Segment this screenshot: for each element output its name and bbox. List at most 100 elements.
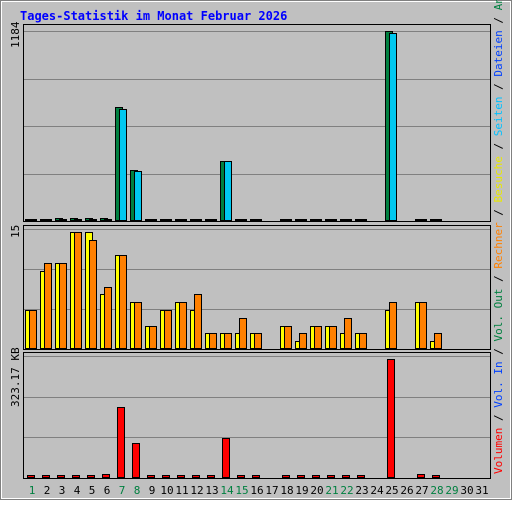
bar-rechner — [344, 318, 352, 349]
x-tick-label: 12 — [190, 484, 203, 497]
legend-separator: / — [492, 209, 505, 216]
x-tick-label: 10 — [160, 484, 173, 497]
bar-dateien — [434, 219, 442, 221]
x-tick-label: 24 — [370, 484, 384, 497]
legend-separator: / — [492, 348, 505, 355]
x-tick-label: 25 — [385, 484, 398, 497]
legend-dateien: Dateien — [492, 30, 505, 76]
bar-rechner — [179, 302, 187, 349]
bar-dateien — [419, 219, 427, 221]
legend-separator: / — [492, 143, 505, 150]
x-tick-label: 16 — [250, 484, 263, 497]
bar-volumen — [87, 475, 95, 478]
bar-volumen — [357, 475, 365, 478]
x-tick-label: 26 — [400, 484, 413, 497]
bar-volumen — [297, 475, 305, 478]
bar-rechner — [89, 240, 97, 349]
bar-volumen — [102, 474, 110, 478]
bar-dateien — [359, 219, 367, 221]
visits-ymax-label: 15 — [9, 225, 22, 238]
bar-rechner — [74, 232, 82, 349]
x-tick-label: 23 — [355, 484, 368, 497]
x-tick-label: 21 — [325, 484, 338, 497]
x-tick-label: 29 — [445, 484, 458, 497]
volume-ymax-label: 323.17 KB — [9, 347, 22, 407]
bar-volumen — [132, 443, 140, 478]
bar-rechner — [59, 263, 67, 349]
x-tick-label: 18 — [280, 484, 293, 497]
legend-volumen: Volumen — [492, 428, 505, 474]
x-tick-label: 27 — [415, 484, 428, 497]
x-tick-label: 2 — [44, 484, 51, 497]
bar-dateien — [344, 219, 352, 221]
x-tick-label: 13 — [205, 484, 218, 497]
x-tick-label: 30 — [460, 484, 473, 497]
bar-rechner — [329, 326, 337, 349]
bar-rechner — [194, 294, 202, 349]
bar-volumen — [117, 407, 125, 478]
x-tick-label: 15 — [235, 484, 248, 497]
legend-anfragen: Anfragen — [492, 0, 505, 10]
x-tick-labels: 1 2 3 4 5 6 7 8 9 10 11 12 13 14 15 16 17 18 19 20 21 22 23 24 2… — [29, 484, 489, 497]
legend-separator: / — [492, 83, 505, 90]
bar-volumen — [312, 475, 320, 478]
bar-rechner — [314, 326, 322, 349]
bar-dateien — [44, 219, 52, 221]
visits-panel-frame — [23, 225, 491, 350]
x-tick-label: 6 — [104, 484, 111, 497]
bar-volumen — [327, 475, 335, 478]
bar-dateien — [239, 219, 247, 221]
bar-rechner — [209, 333, 217, 349]
x-tick-label: 22 — [340, 484, 353, 497]
bar-rechner — [254, 333, 262, 349]
x-tick-label: 28 — [430, 484, 443, 497]
legend-separator: / — [492, 17, 505, 24]
bar-dateien — [209, 219, 217, 221]
bar-volumen — [432, 475, 440, 478]
bar-volumen — [342, 475, 350, 478]
bar-rechner — [119, 255, 127, 349]
bar-dateien — [314, 219, 322, 221]
bar-volumen — [252, 475, 260, 478]
bar-dateien — [284, 219, 292, 221]
x-tick-label: 14 — [220, 484, 234, 497]
x-tick-label: 31 — [475, 484, 488, 497]
bar-dateien — [299, 219, 307, 221]
bar-rechner — [284, 326, 292, 349]
bar-volumen — [207, 475, 215, 478]
bar-volumen — [237, 475, 245, 478]
bar-rechner — [389, 302, 397, 349]
bar-rechner — [104, 287, 112, 349]
legend-besuche: Besuche — [492, 156, 505, 202]
right-legend: Volumen / Vol. In / Vol. Out / Rechner /… — [492, 0, 505, 474]
volume-panel-frame — [23, 352, 491, 479]
bar-rechner — [239, 318, 247, 349]
x-tick-label: 20 — [310, 484, 323, 497]
chart-title: Tages-Statistik im Monat Februar 2026 — [20, 9, 287, 23]
bar-rechner — [44, 263, 52, 349]
bar-dateien — [224, 161, 232, 221]
bar-dateien — [149, 219, 157, 221]
bar-volumen — [282, 475, 290, 478]
legend-seiten: Seiten — [492, 96, 505, 136]
bar-dateien — [134, 171, 142, 221]
bar-dateien — [29, 219, 37, 221]
legend-rechner: Rechner — [492, 222, 505, 269]
bar-volumen — [72, 475, 80, 478]
hits-panel-frame — [23, 24, 491, 222]
bar-dateien — [104, 219, 112, 221]
bar-dateien — [59, 219, 67, 221]
x-tick-label: 9 — [149, 484, 156, 497]
x-tick-label: 1 — [29, 484, 36, 497]
x-tick-label: 5 — [89, 484, 96, 497]
legend-separator: / — [492, 414, 505, 421]
bar-volumen — [147, 475, 155, 478]
bar-dateien — [74, 219, 82, 221]
legend-vol-in: Vol. In — [492, 361, 505, 407]
bar-dateien — [389, 33, 397, 221]
bar-marks — [25, 31, 442, 478]
bar-rechner — [164, 310, 172, 349]
bar-volumen — [57, 475, 65, 478]
